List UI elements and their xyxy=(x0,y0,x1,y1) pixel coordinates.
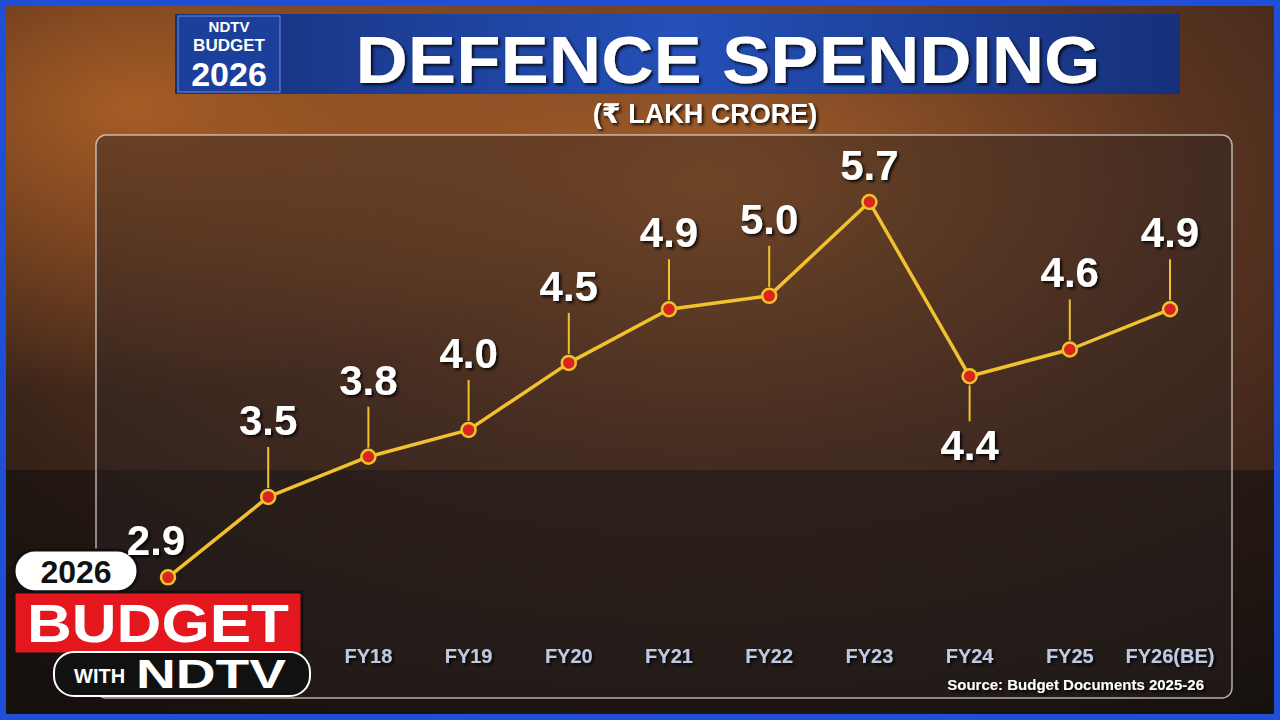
badge-text: NDTV xyxy=(209,18,250,35)
label-leader xyxy=(969,385,971,421)
data-label: 4.9 xyxy=(1141,209,1199,256)
data-label: 5.0 xyxy=(740,196,798,243)
label-leader xyxy=(468,380,470,421)
logo-brand: NDTV xyxy=(136,652,286,696)
x-tick-label: FY24 xyxy=(946,645,995,667)
title: DEFENCE SPENDING xyxy=(356,23,1101,97)
label-leader xyxy=(1069,299,1071,340)
point xyxy=(662,302,676,316)
point xyxy=(1163,302,1177,316)
data-label: 4.9 xyxy=(640,209,698,256)
subtitle: (₹ LAKH CRORE) xyxy=(593,99,817,129)
point xyxy=(161,570,175,584)
label-leader xyxy=(367,407,369,448)
badge-box xyxy=(178,16,280,92)
point xyxy=(361,450,375,464)
point xyxy=(1063,342,1077,356)
x-tick-label: FY22 xyxy=(745,645,793,667)
data-label: 3.8 xyxy=(339,357,397,404)
x-tick-label: FY23 xyxy=(845,645,893,667)
logo-year: 2026 xyxy=(40,554,111,590)
x-tick-label: FY18 xyxy=(344,645,392,667)
logo-box xyxy=(14,592,302,654)
badge-text: BUDGET xyxy=(193,36,265,55)
series-line xyxy=(168,202,1170,577)
data-labels: 2.9 3.5 3.8 4.0 4.5 4.9 5.0 5.7 4.4 4.6 4.9 xyxy=(127,142,1199,564)
label-leader xyxy=(267,447,269,488)
x-tick-label: FY19 xyxy=(445,645,493,667)
source-note: Source: Budget Documents 2025-26 xyxy=(947,676,1204,693)
x-tick-label: FY26(BE) xyxy=(1126,645,1215,667)
x-tick-label: FY20 xyxy=(545,645,593,667)
data-label: 4.6 xyxy=(1041,249,1099,296)
data-label: 5.7 xyxy=(840,142,898,189)
badge-text: 2026 xyxy=(191,55,267,93)
point xyxy=(562,356,576,370)
data-label: 4.4 xyxy=(940,422,999,469)
series-group xyxy=(161,195,1177,584)
outer-border xyxy=(3,3,1277,717)
background-glow xyxy=(0,0,1280,720)
point xyxy=(963,369,977,383)
label-leader xyxy=(1169,259,1171,300)
point xyxy=(261,490,275,504)
logo-with: WITH xyxy=(74,665,125,687)
data-label: 4.0 xyxy=(439,330,497,377)
data-label: 3.5 xyxy=(239,397,297,444)
logo-strip xyxy=(54,652,310,696)
label-leader xyxy=(668,259,670,300)
x-tick-label: FY25 xyxy=(1046,645,1094,667)
x-tick-label: FY21 xyxy=(645,645,693,667)
point xyxy=(462,423,476,437)
point xyxy=(862,195,876,209)
point xyxy=(762,289,776,303)
background xyxy=(0,0,1280,720)
label-leader xyxy=(568,313,570,354)
data-label: 2.9 xyxy=(127,517,185,564)
data-label: 4.5 xyxy=(540,263,598,310)
logo-pill xyxy=(14,550,138,592)
label-leader xyxy=(768,246,770,287)
chart-root: NDTVBUDGET2026DEFENCE SPENDING(₹ LAKH CR… xyxy=(0,0,1280,720)
logo-word: BUDGET xyxy=(27,593,289,653)
